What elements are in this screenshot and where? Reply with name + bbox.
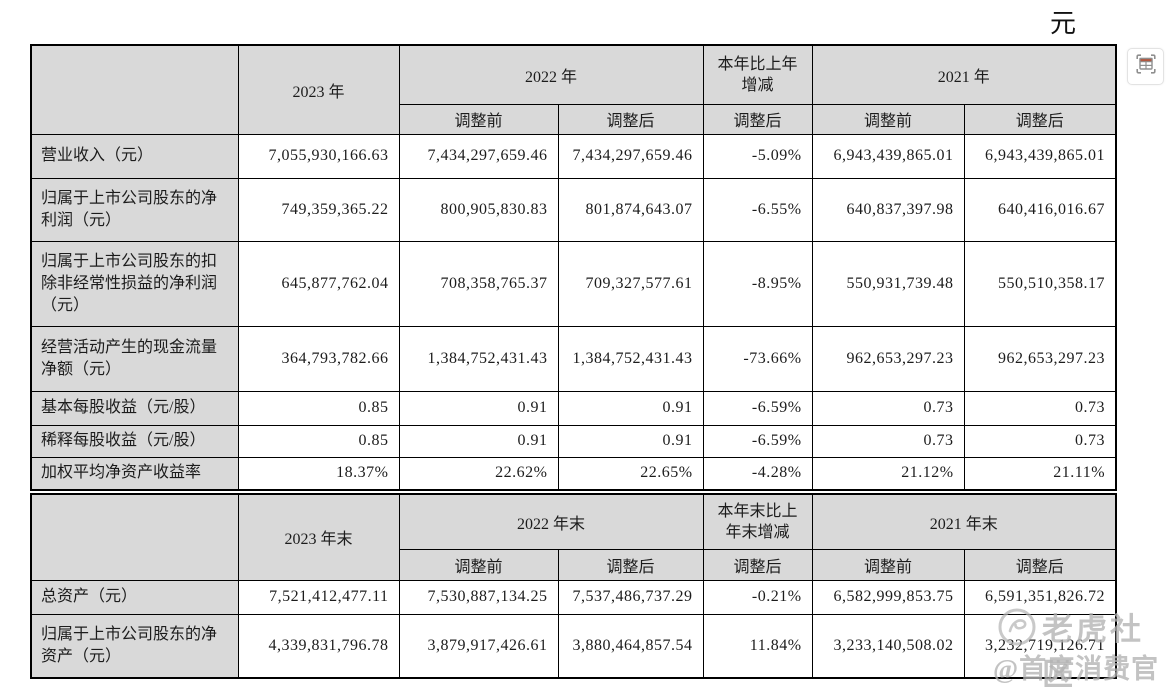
row-label: 基本每股收益（元/股） — [30, 390, 239, 426]
table-cell: 645,877,762.04 — [237, 240, 400, 327]
column-header-2023-end: 2023 年末 — [237, 493, 400, 581]
table-cell: 4,339,831,796.78 — [237, 613, 400, 679]
table-cell: 640,837,397.98 — [811, 177, 965, 242]
currency-unit-label: 元 — [1050, 9, 1077, 38]
table-cell: 801,874,643.07 — [557, 177, 704, 242]
table-cell: 0.73 — [963, 424, 1117, 458]
table-cell: 0.73 — [811, 390, 965, 426]
table-cell: -4.28% — [702, 456, 813, 491]
subheader-2022-before: 调整前 — [398, 548, 559, 581]
table-cell: 0.85 — [237, 390, 400, 426]
table-cell: 640,416,016.67 — [963, 177, 1117, 242]
table-cell: 7,537,486,737.29 — [557, 579, 704, 615]
column-header-2022-end: 2022 年末 — [398, 493, 704, 550]
table-cell: -5.09% — [702, 133, 813, 179]
table-row: 加权平均净资产收益率 18.37% 22.62% 22.65% -4.28% 2… — [30, 456, 1117, 491]
row-label: 营业收入（元） — [30, 133, 239, 179]
table-cell: 7,434,297,659.46 — [398, 133, 559, 179]
subheader-2022-after: 调整后 — [557, 548, 704, 581]
column-header-2022: 2022 年 — [398, 44, 704, 105]
table-cell: 364,793,782.66 — [237, 325, 400, 392]
table-row: 稀释每股收益（元/股） 0.85 0.91 0.91 -6.59% 0.73 0… — [30, 424, 1117, 458]
table-cell: 22.65% — [557, 456, 704, 491]
subheader-2021-before: 调整前 — [811, 103, 965, 135]
subheader-2021-after: 调整后 — [963, 103, 1117, 135]
table-row: 归属于上市公司股东的净资产（元） 4,339,831,796.78 3,879,… — [30, 613, 1117, 679]
subheader-2022-before: 调整前 — [398, 103, 559, 135]
table-row: 归属于上市公司股东的净利润（元） 749,359,365.22 800,905,… — [30, 177, 1117, 242]
subheader-2022-after: 调整后 — [557, 103, 704, 135]
column-header-change-end: 本年末比上年末增减 — [702, 493, 813, 550]
table-cell: 0.91 — [557, 390, 704, 426]
table-cell: -0.21% — [702, 579, 813, 615]
capture-table-icon — [1134, 52, 1158, 81]
row-label: 加权平均净资产收益率 — [30, 456, 239, 491]
table-cell: 7,055,930,166.63 — [237, 133, 400, 179]
row-label: 归属于上市公司股东的净利润（元） — [30, 177, 239, 242]
subheader-change-after: 调整后 — [702, 548, 813, 581]
table-cell: 962,653,297.23 — [811, 325, 965, 392]
table-cell: 7,521,412,477.11 — [237, 579, 400, 615]
corner-header — [30, 44, 239, 135]
table-row: 总资产（元） 7,521,412,477.11 7,530,887,134.25… — [30, 579, 1117, 615]
table-cell: 6,582,999,853.75 — [811, 579, 965, 615]
table-cell: 0.91 — [398, 390, 559, 426]
subheader-change-after: 调整后 — [702, 103, 813, 135]
column-header-2023: 2023 年 — [237, 44, 400, 135]
table-cell: 0.85 — [237, 424, 400, 458]
table-cell: 21.11% — [963, 456, 1117, 491]
table-cell: -6.59% — [702, 424, 813, 458]
table-row: 归属于上市公司股东的扣除非经常性损益的净利润（元） 645,877,762.04… — [30, 240, 1117, 327]
table-cell: 3,232,719,126.71 — [963, 613, 1117, 679]
table-cell: 550,510,358.17 — [963, 240, 1117, 327]
row-label: 归属于上市公司股东的净资产（元） — [30, 613, 239, 679]
table-cell: 21.12% — [811, 456, 965, 491]
table-cell: 7,434,297,659.46 — [557, 133, 704, 179]
row-label: 稀释每股收益（元/股） — [30, 424, 239, 458]
financial-tables: 2023 年 2022 年 本年比上年增减 2021 年 调整前 调整后 调整后… — [30, 44, 1118, 679]
table-cell: 550,931,739.48 — [811, 240, 965, 327]
table-cell: 709,327,577.61 — [557, 240, 704, 327]
table-row: 经营活动产生的现金流量净额（元） 364,793,782.66 1,384,75… — [30, 325, 1117, 392]
table-cell: 0.73 — [811, 424, 965, 458]
table-cell: 749,359,365.22 — [237, 177, 400, 242]
table-cell: -6.55% — [702, 177, 813, 242]
column-header-2021-end: 2021 年末 — [811, 493, 1117, 550]
column-header-2021: 2021 年 — [811, 44, 1117, 105]
table-cell: -8.95% — [702, 240, 813, 327]
row-label: 总资产（元） — [30, 579, 239, 615]
table-cell: 3,879,917,426.61 — [398, 613, 559, 679]
table-cell: -6.59% — [702, 390, 813, 426]
table-cell: 962,653,297.23 — [963, 325, 1117, 392]
table-cell: 3,233,140,508.02 — [811, 613, 965, 679]
table-cell: 6,591,351,826.72 — [963, 579, 1117, 615]
table-cell: 1,384,752,431.43 — [557, 325, 704, 392]
table-cell: 18.37% — [237, 456, 400, 491]
year-end-balance-table: 2023 年末 2022 年末 本年末比上年末增减 2021 年末 调整前 调整… — [30, 493, 1118, 679]
table-cell: 22.62% — [398, 456, 559, 491]
table-row: 营业收入（元） 7,055,930,166.63 7,434,297,659.4… — [30, 133, 1117, 179]
table-cell: 3,880,464,857.54 — [557, 613, 704, 679]
table-cell: 0.91 — [398, 424, 559, 458]
column-header-change: 本年比上年增减 — [702, 44, 813, 105]
table-cell: 0.73 — [963, 390, 1117, 426]
table-cell: 0.91 — [557, 424, 704, 458]
annual-results-table: 2023 年 2022 年 本年比上年增减 2021 年 调整前 调整后 调整后… — [30, 44, 1118, 491]
subheader-2021-before: 调整前 — [811, 548, 965, 581]
table-cell: 800,905,830.83 — [398, 177, 559, 242]
table-cell: 6,943,439,865.01 — [963, 133, 1117, 179]
subheader-2021-after: 调整后 — [963, 548, 1117, 581]
table-cell: 11.84% — [702, 613, 813, 679]
table-cell: -73.66% — [702, 325, 813, 392]
capture-table-button[interactable] — [1127, 48, 1164, 85]
table-row: 基本每股收益（元/股） 0.85 0.91 0.91 -6.59% 0.73 0… — [30, 390, 1117, 426]
table-cell: 708,358,765.37 — [398, 240, 559, 327]
table-cell: 1,384,752,431.43 — [398, 325, 559, 392]
row-label: 经营活动产生的现金流量净额（元） — [30, 325, 239, 392]
corner-header — [30, 493, 239, 581]
table-cell: 7,530,887,134.25 — [398, 579, 559, 615]
table-cell: 6,943,439,865.01 — [811, 133, 965, 179]
row-label: 归属于上市公司股东的扣除非经常性损益的净利润（元） — [30, 240, 239, 327]
